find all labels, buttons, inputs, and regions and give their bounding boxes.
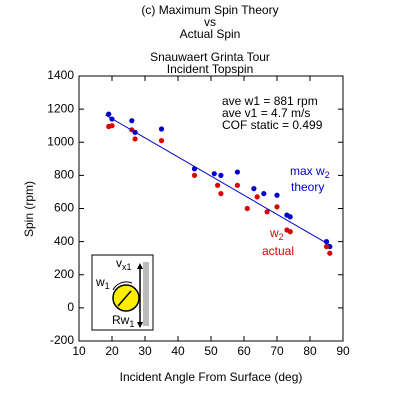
label-text: Rw [112,313,130,327]
x-tick-label: 50 [204,344,218,358]
x-tick-label: 90 [336,344,350,358]
data-point [287,214,293,220]
y-tick-label: 200 [54,267,74,281]
data-point [274,192,280,198]
x-tick-label: 80 [303,344,317,358]
label-text: w [95,275,105,289]
data-point [323,243,330,250]
annotation: COF static = 0.499 [222,118,323,132]
data-point [244,205,250,212]
data-point [109,123,115,129]
data-point [254,194,260,200]
data-point [218,172,224,178]
y-tick-label: 400 [54,234,74,248]
title-line: vs [204,15,216,29]
x-tick-label: 30 [138,344,152,358]
label-sub: x1 [122,262,132,272]
data-point [218,190,224,197]
data-point [323,239,330,245]
x-tick-label: 70 [270,344,284,358]
inset-label: vx1 [116,256,132,272]
x-tick-label: 10 [72,344,86,358]
actual-label: actual [262,244,294,258]
theory-label: theory [291,180,324,194]
title-line: Actual Spin [180,27,241,41]
data-point [274,204,280,210]
label-sub: 2 [279,232,284,242]
subtitle-line: Snauwaert Grinta Tour [150,50,270,64]
y-tick-label: -200 [50,333,74,347]
data-point [191,172,198,178]
radius-arrow [117,290,132,307]
surface [143,262,149,326]
x-tick-label: 40 [171,344,185,358]
data-point [251,186,257,192]
label-text: w [269,226,279,240]
data-point [132,136,138,142]
trend-line [105,114,331,246]
label-sub: 1 [105,281,110,291]
label-sub: 1 [129,319,134,329]
label-sub: 2 [325,170,330,180]
theory-label: max w2 [290,164,330,180]
annotation: ave w1 = 881 rpm [222,94,318,108]
data-point [211,171,217,177]
inset-label: Rw1 [112,313,134,329]
y-tick-label: 600 [54,201,74,215]
data-point [129,118,135,124]
x-axis-label: Incident Angle From Surface (deg) [120,370,303,384]
label-text: max w [290,164,325,178]
data-point [327,250,333,256]
data-point [264,209,270,215]
data-point [234,169,240,175]
y-tick-label: 0 [67,300,74,314]
annotation: ave v1 = 4.7 m/s [222,106,310,120]
data-point [106,111,112,117]
y-tick-label: 1200 [47,101,74,115]
data-point [215,182,221,188]
subtitle-line: Incident Topspin [167,62,254,76]
actual-label: w2 [269,226,284,242]
data-point [261,190,267,197]
y-axis-label: Spin (rpm) [22,181,36,237]
data-point [158,126,165,132]
y-tick-label: 1000 [47,134,74,148]
spin-arrow [112,281,133,291]
label-text: v [116,256,122,270]
inset-label: w1 [95,275,110,291]
x-tick-label: 60 [237,344,251,358]
inset-diagram: vx1 w1 Rw1 [91,254,154,331]
y-tick-label: 800 [54,168,74,182]
data-point [158,137,165,144]
data-point [234,182,240,188]
ball [112,284,140,312]
y-tick-label: 1400 [47,68,74,82]
data-point [287,229,293,235]
x-tick-label: 20 [105,344,119,358]
title-line: (c) Maximum Spin Theory [141,3,278,17]
